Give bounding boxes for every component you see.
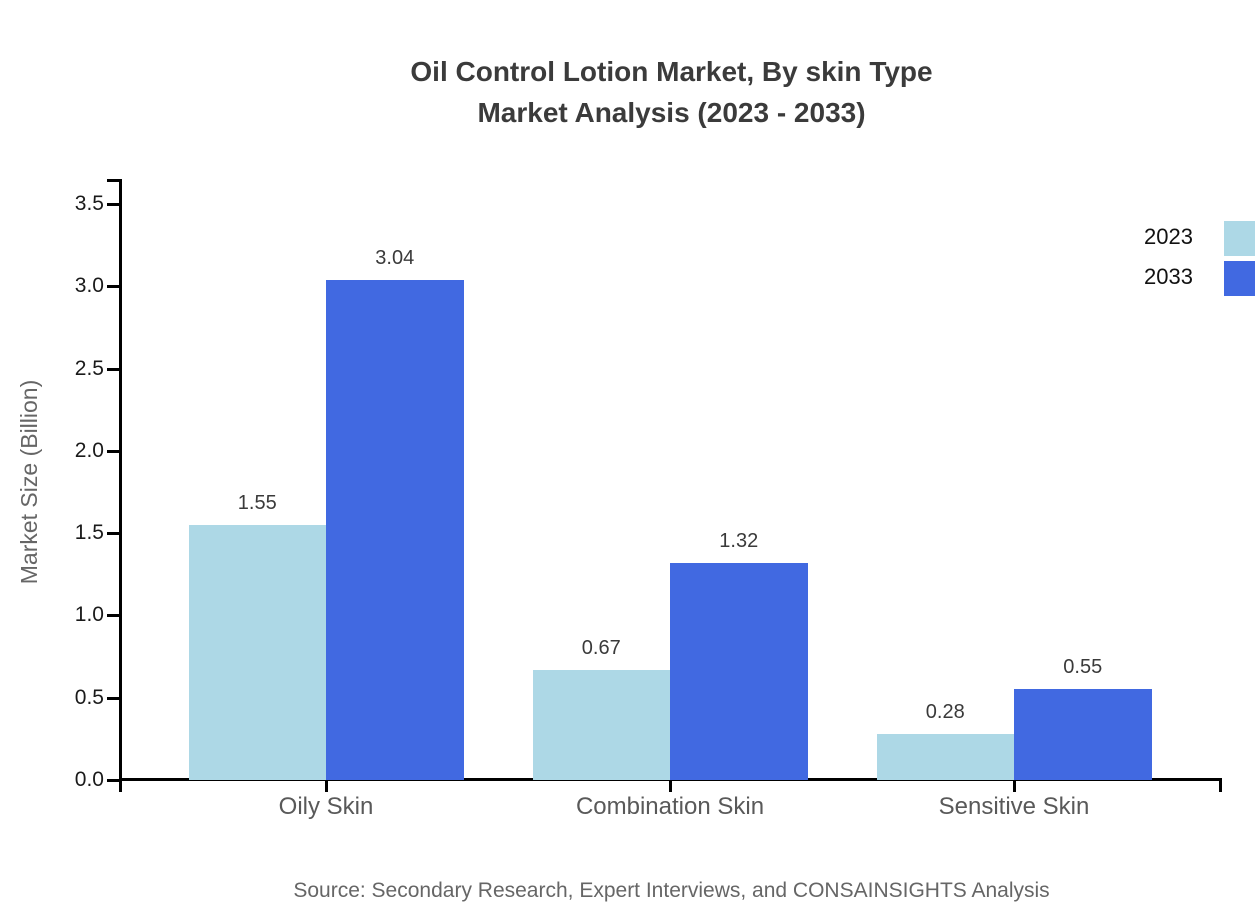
y-tick-label-3.5: 3.5 [74,192,104,215]
source-note: Source: Secondary Research, Expert Inter… [293,879,1050,902]
category-label-combination-skin: Combination Skin [575,793,765,820]
y-tick-mark-2.0 [107,450,120,453]
bar-2023-sensitive-skin [876,733,1014,780]
x-tick-mark-sensitive-skin [1013,780,1016,792]
legend-swatch-2033 [1224,261,1255,296]
value-label-2023-sensitive-skin: 0.28 [925,700,965,723]
legend-label-2033: 2033 [1144,264,1193,289]
y-tick-label-2.5: 2.5 [74,357,104,380]
bar-2023-combination-skin [532,669,670,780]
value-label-2033-sensitive-skin: 0.55 [1063,656,1103,679]
value-label-2033-oily-skin: 3.04 [375,246,415,269]
bar-2033-oily-skin [326,279,464,780]
bar-2023-oily-skin [188,524,326,780]
y-tick-mark-0.5 [107,697,120,700]
chart-title: Oil Control Lotion Market, By skin Type … [121,51,1222,133]
y-tick-mark-1.0 [107,614,120,617]
category-label-sensitive-skin: Sensitive Skin [938,793,1090,820]
y-tick-mark-3.5 [107,203,120,206]
bar-2033-sensitive-skin [1014,689,1152,780]
x-tick-mark-oily-skin [325,780,328,792]
y-axis-top-cap [107,179,120,182]
legend-label-2023: 2023 [1144,224,1193,249]
y-tick-label-1.0: 1.0 [74,603,104,626]
y-tick-mark-2.5 [107,368,120,371]
value-label-2033-combination-skin: 1.32 [719,529,759,552]
y-axis-label: Market Size (Billion) [16,379,42,585]
y-tick-mark-3.0 [107,285,120,288]
x-tick-mark-combination-skin [669,780,672,792]
bar-2033-combination-skin [670,562,808,780]
legend-swatch-2023 [1224,221,1255,256]
y-tick-label-1.5: 1.5 [74,521,104,544]
category-label-oily-skin: Oily Skin [278,793,374,820]
value-label-2023-oily-skin: 1.55 [237,491,277,514]
chart-title-line2: Market Analysis (2023 - 2033) [477,97,866,128]
y-axis-line [119,179,122,792]
y-tick-label-0.0: 0.0 [74,768,104,791]
y-tick-mark-0.0 [107,779,120,782]
value-label-2023-combination-skin: 0.67 [581,636,621,659]
y-tick-label-2.0: 2.0 [74,439,104,462]
y-tick-mark-1.5 [107,532,120,535]
x-axis-end-cap [1219,778,1222,792]
y-tick-label-3.0: 3.0 [74,274,104,297]
chart-title-line1: Oil Control Lotion Market, By skin Type [410,56,933,87]
y-tick-label-0.5: 0.5 [74,686,104,709]
